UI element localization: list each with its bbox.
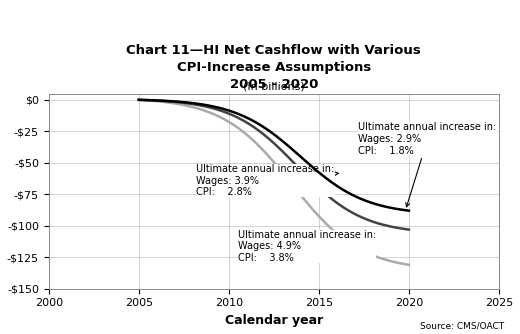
Text: (In billions): (In billions): [243, 81, 305, 92]
Text: Ultimate annual increase in:
Wages: 2.9%
CPI:    1.8%: Ultimate annual increase in: Wages: 2.9%…: [358, 123, 497, 207]
Text: Ultimate annual increase in:
Wages: 4.9%
CPI:    3.8%: Ultimate annual increase in: Wages: 4.9%…: [238, 229, 376, 263]
Title: Chart 11—HI Net Cashflow with Various
CPI-Increase Assumptions
2005 - 2020: Chart 11—HI Net Cashflow with Various CP…: [126, 44, 421, 91]
Text: Source: CMS/OACT: Source: CMS/OACT: [420, 322, 504, 331]
X-axis label: Calendar year: Calendar year: [225, 314, 323, 327]
Text: Ultimate annual increase in:
Wages: 3.9%
CPI:    2.8%: Ultimate annual increase in: Wages: 3.9%…: [197, 164, 339, 197]
